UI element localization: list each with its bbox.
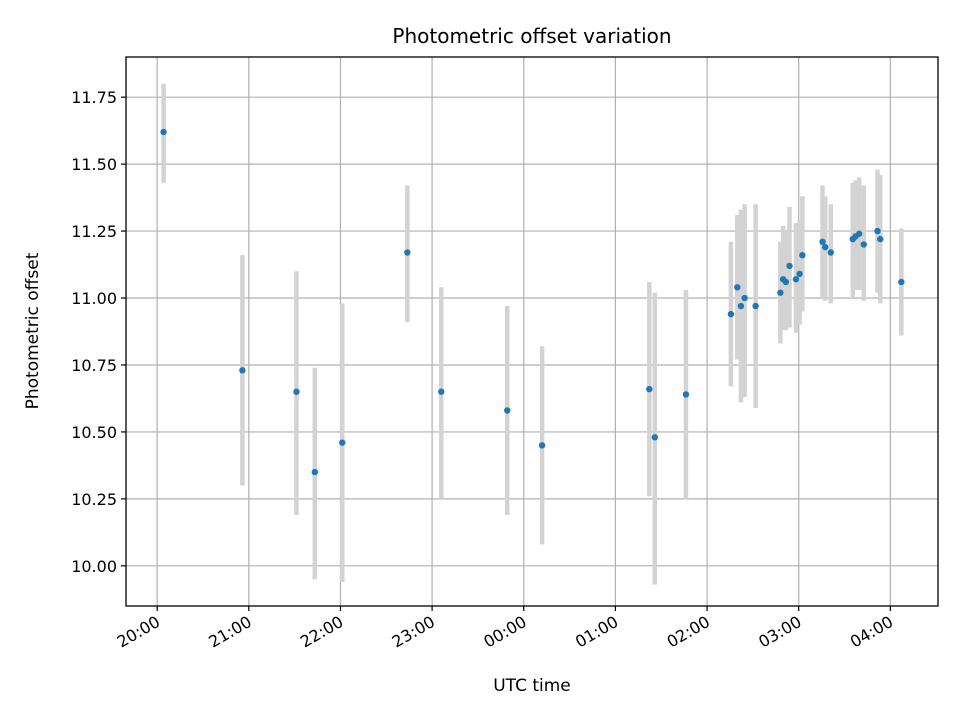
y-tick-label: 10.25	[71, 490, 117, 509]
data-point	[786, 262, 793, 270]
data-point	[160, 128, 167, 136]
data-point	[796, 270, 803, 278]
data-point	[822, 243, 829, 251]
data-point	[877, 235, 884, 243]
data-point	[651, 434, 659, 441]
data-point	[855, 230, 863, 237]
data-point	[874, 227, 881, 235]
data-point	[438, 388, 445, 395]
data-point	[504, 407, 511, 414]
data-point	[898, 278, 905, 286]
data-point	[737, 302, 745, 310]
data-point	[646, 385, 653, 393]
data-points	[160, 128, 905, 476]
y-tick-label: 11.75	[71, 88, 117, 107]
data-point	[682, 391, 690, 398]
data-point	[538, 442, 546, 449]
plot-frame	[125, 56, 939, 607]
y-axis-label: Photometric offset	[23, 252, 43, 409]
y-tick-label: 11.25	[71, 222, 117, 241]
data-point	[819, 238, 826, 245]
y-tick-label: 10.75	[71, 356, 117, 375]
data-point	[752, 302, 759, 310]
data-point	[727, 310, 735, 318]
data-point	[311, 468, 318, 476]
data-point	[741, 294, 748, 302]
data-point	[339, 439, 346, 446]
data-point	[777, 289, 784, 296]
data-point	[239, 367, 246, 374]
data-point	[293, 388, 300, 395]
y-tick-label: 10.50	[71, 423, 117, 442]
data-point	[404, 249, 411, 256]
data-point	[860, 241, 867, 248]
x-axis-label: UTC time	[493, 676, 571, 696]
y-tick-label: 10.00	[71, 557, 117, 576]
data-point	[782, 278, 790, 286]
data-point	[799, 251, 806, 259]
y-tick-label: 11.50	[71, 155, 117, 174]
chart-title: Photometric offset variation	[392, 24, 671, 48]
data-point	[734, 284, 741, 291]
data-point	[792, 276, 800, 283]
y-tick-label: 11.00	[71, 289, 117, 308]
data-point	[827, 249, 834, 256]
